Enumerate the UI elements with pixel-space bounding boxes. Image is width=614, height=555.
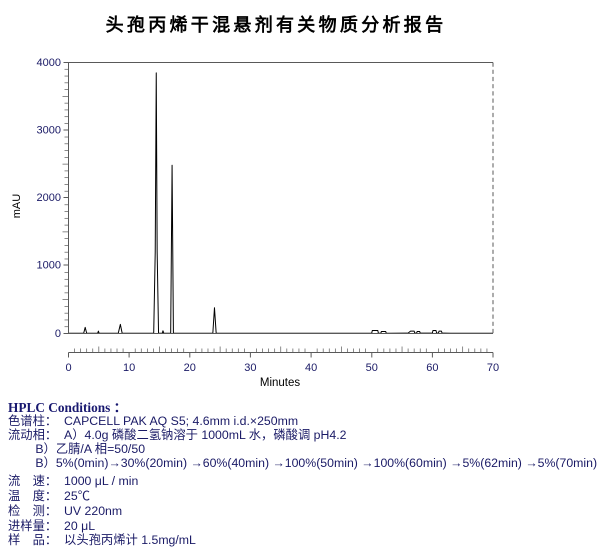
svg-text:20: 20 xyxy=(184,362,196,374)
svg-text:4000: 4000 xyxy=(37,57,61,69)
svg-text:2000: 2000 xyxy=(37,192,61,204)
svg-text:3000: 3000 xyxy=(37,125,61,137)
svg-text:Minutes: Minutes xyxy=(260,377,301,389)
svg-text:60: 60 xyxy=(426,362,438,374)
svg-text:10: 10 xyxy=(123,362,135,374)
svg-text:40: 40 xyxy=(305,362,317,374)
svg-text:0: 0 xyxy=(55,328,61,340)
svg-text:1000: 1000 xyxy=(37,260,61,272)
svg-text:mAU: mAU xyxy=(11,194,23,219)
svg-text:70: 70 xyxy=(487,362,499,374)
svg-text:30: 30 xyxy=(244,362,256,374)
svg-text:0: 0 xyxy=(65,362,71,374)
svg-text:50: 50 xyxy=(366,362,378,374)
